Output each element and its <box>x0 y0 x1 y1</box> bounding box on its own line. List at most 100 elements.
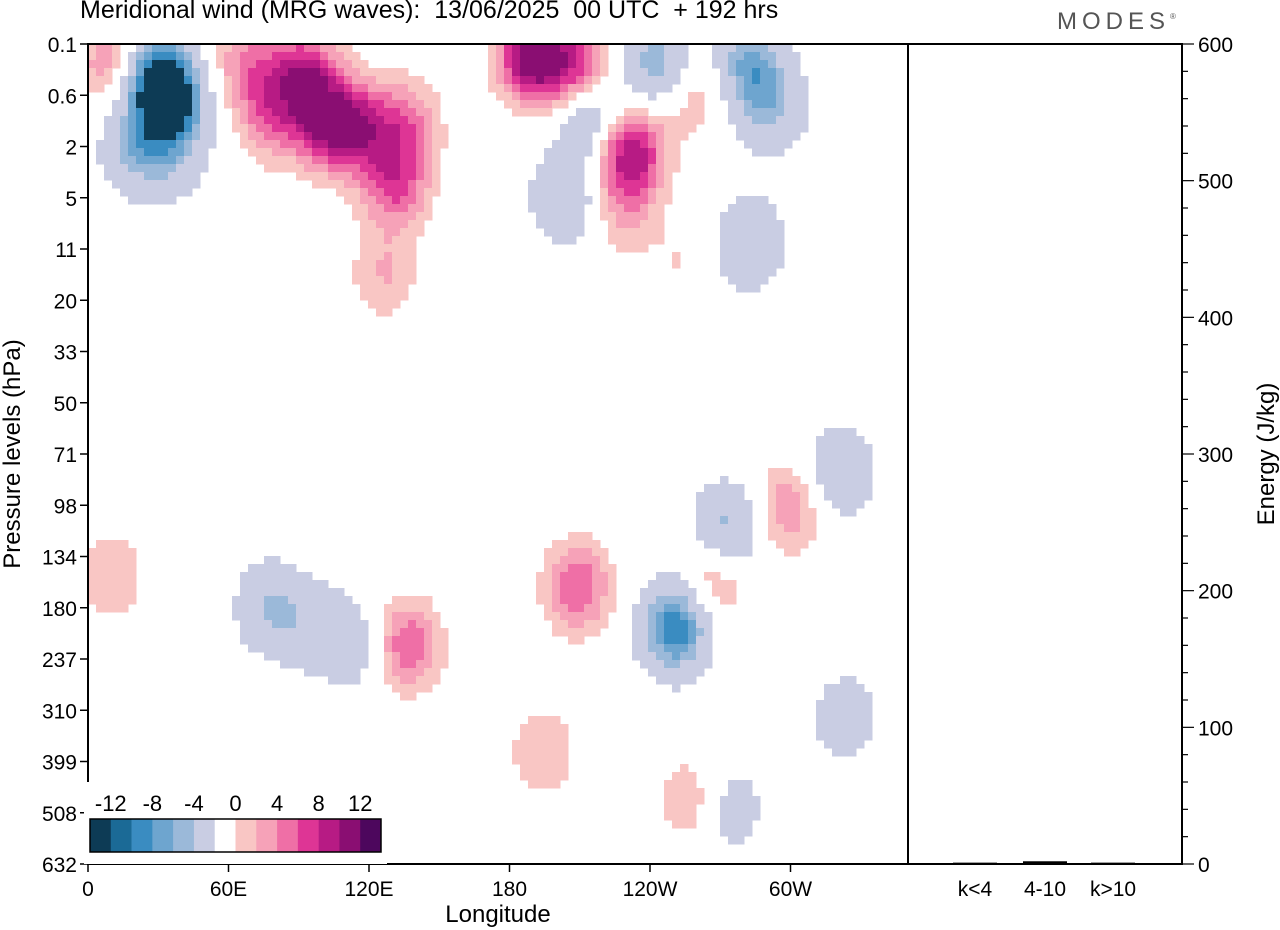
heatmap-cell <box>864 716 873 725</box>
heatmap-cell <box>320 132 329 141</box>
heatmap-cell <box>336 588 345 597</box>
heatmap-cell <box>256 580 265 589</box>
heatmap-cell <box>160 172 169 181</box>
y-tick-label: 71 <box>54 444 77 467</box>
heatmap-cell <box>680 596 689 605</box>
heatmap-cell <box>360 196 369 205</box>
heatmap-cell <box>656 116 665 125</box>
heatmap-cell <box>240 108 249 117</box>
heatmap-cell <box>296 44 305 53</box>
x-tick-label: 120E <box>344 878 393 901</box>
heatmap-cell <box>568 172 577 181</box>
heatmap-cell <box>552 188 561 197</box>
heatmap-cell <box>400 676 409 685</box>
heatmap-cell <box>224 60 233 69</box>
heatmap-cell <box>656 628 665 637</box>
heatmap-cell <box>736 68 745 77</box>
heatmap-cell <box>400 276 409 285</box>
heatmap-cell <box>376 308 385 317</box>
heatmap-cell <box>864 484 873 493</box>
heatmap-cell <box>360 292 369 301</box>
heatmap-cell <box>344 148 353 157</box>
heatmap-cell <box>656 60 665 69</box>
heatmap-cell <box>656 572 665 581</box>
heatmap-cell <box>792 524 801 533</box>
heatmap-cell <box>848 748 857 757</box>
colorbar-swatch <box>110 819 132 852</box>
heatmap-cell <box>680 620 689 629</box>
heatmap-cell <box>320 156 329 165</box>
heatmap-cell <box>248 564 257 573</box>
heatmap-cell <box>312 52 321 61</box>
heatmap-cell <box>136 124 145 133</box>
heatmap-cell <box>648 604 657 613</box>
heatmap-x-axis: 0 60E 120E 180 120W 60W <box>82 864 812 901</box>
y-tick-label: 20 <box>54 290 77 313</box>
heatmap-cell <box>576 636 585 645</box>
heatmap-cell <box>864 708 873 717</box>
heatmap-cell <box>376 148 385 157</box>
heatmap-cell <box>728 68 737 77</box>
heatmap-cell <box>376 228 385 237</box>
heatmap-cell <box>240 588 249 597</box>
heatmap-cell <box>272 116 281 125</box>
heatmap-cell <box>304 140 313 149</box>
heatmap-cell <box>656 76 665 85</box>
heatmap-cell <box>128 180 137 189</box>
heatmap-cell <box>736 236 745 245</box>
heatmap-cell <box>584 620 593 629</box>
heatmap-cell <box>560 220 569 229</box>
heatmap-cell <box>264 52 273 61</box>
heatmap-cell <box>120 188 129 197</box>
heatmap-cell <box>696 500 705 509</box>
heatmap-cell <box>848 444 857 453</box>
heatmap-cell <box>168 60 177 69</box>
heatmap-cell <box>704 644 713 653</box>
heatmap-cell <box>240 76 249 85</box>
heatmap-cell <box>488 52 497 61</box>
heatmap-cell <box>560 732 569 741</box>
heatmap-cell <box>536 60 545 69</box>
heatmap-cell <box>344 188 353 197</box>
heatmap-cell <box>672 596 681 605</box>
heatmap-cell <box>760 252 769 261</box>
heatmap-cell <box>720 92 729 101</box>
heatmap-cell <box>136 92 145 101</box>
heatmap-cell <box>744 532 753 541</box>
heatmap-cell <box>152 84 161 93</box>
heatmap-cell <box>640 108 649 117</box>
heatmap-cell <box>728 812 737 821</box>
heatmap-cell <box>312 596 321 605</box>
heatmap-cell <box>584 84 593 93</box>
heatmap-cell <box>288 92 297 101</box>
heatmap-cell <box>816 460 825 469</box>
heatmap-cell <box>88 588 97 597</box>
heatmap-cell <box>648 220 657 229</box>
heatmap-cell <box>632 644 641 653</box>
heatmap-cell <box>632 220 641 229</box>
heatmap-cell <box>344 668 353 677</box>
heatmap-cell <box>856 708 865 717</box>
heatmap-cell <box>408 604 417 613</box>
heatmap-cell <box>360 220 369 229</box>
heatmap-cell <box>848 508 857 517</box>
heatmap-cell <box>232 60 241 69</box>
heatmap-cell <box>392 676 401 685</box>
heatmap-cell <box>704 612 713 621</box>
heatmap-cell <box>248 620 257 629</box>
heatmap-cell <box>544 180 553 189</box>
heatmap-cell <box>560 580 569 589</box>
heatmap-cell <box>288 572 297 581</box>
heatmap-cell <box>544 44 553 53</box>
heatmap-cell <box>360 660 369 669</box>
heatmap-cell <box>848 676 857 685</box>
heatmap-cell <box>400 628 409 637</box>
heatmap-cell <box>792 492 801 501</box>
heatmap-cell <box>352 140 361 149</box>
heatmap-cell <box>232 596 241 605</box>
x-tick-label: 0 <box>82 878 94 901</box>
heatmap-cell <box>552 588 561 597</box>
heatmap-cell <box>184 124 193 133</box>
heatmap-cell <box>568 156 577 165</box>
heatmap-cell <box>600 612 609 621</box>
